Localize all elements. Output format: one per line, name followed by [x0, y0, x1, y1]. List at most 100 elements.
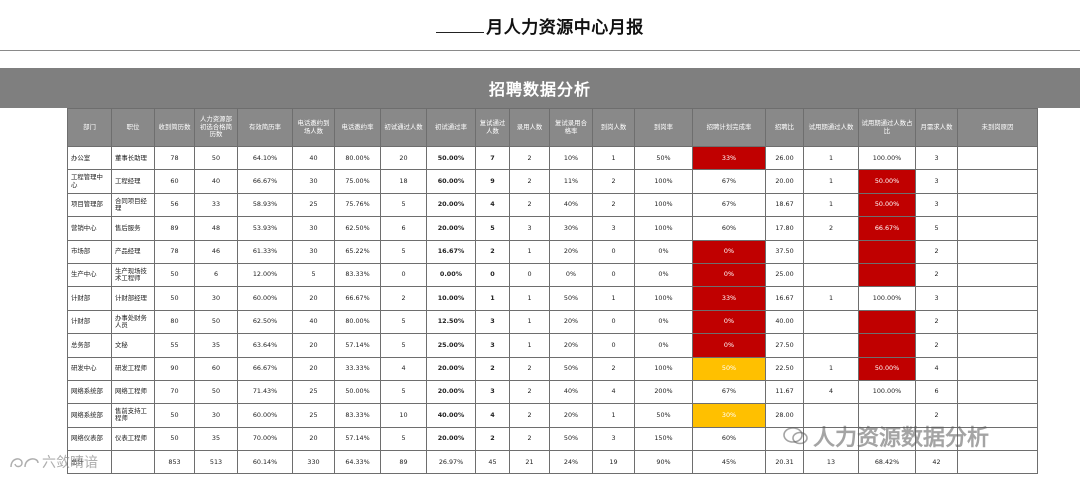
table-cell: 25 [292, 192, 335, 218]
table-cell: 33% [692, 286, 766, 311]
table-cell: 4 [380, 356, 427, 381]
table-cell: 2 [915, 309, 958, 335]
table-cell: 5 [915, 216, 958, 241]
table-row: 市场部 产品经理 78 46 61.33% 30 65.22% 5 16.67% 2 1 20% 0 0%… [67, 239, 1038, 264]
table-cell: 17.80 [765, 216, 804, 241]
table-cell: 生产中心 [67, 262, 112, 288]
table-cell: 63.64% [237, 333, 293, 358]
table-cell: 5 [380, 379, 427, 405]
column-header: 到岗率 [634, 108, 693, 147]
table-cell: 12.50% [426, 309, 476, 335]
table-cell: 50% [634, 403, 693, 428]
table-cell [858, 309, 916, 335]
table-cell [957, 262, 1038, 288]
table-cell: 90 [154, 356, 195, 381]
table-cell: 33 [194, 192, 238, 218]
table-cell: 80 [154, 309, 195, 335]
table-cell: 64.33% [334, 450, 381, 475]
column-header: 月需求人数 [915, 108, 958, 147]
table-cell: 30% [549, 216, 593, 241]
table-cell [803, 262, 859, 288]
table-cell: 20 [380, 145, 427, 171]
table-cell: 100% [634, 169, 693, 194]
table-cell: 2 [915, 333, 958, 358]
table-cell: 33% [692, 145, 766, 171]
table-row: 计财部 办事处财务人员 80 50 62.50% 40 80.00% 5 12.50% 3 1 20%… [67, 309, 1038, 335]
table-cell [858, 403, 916, 428]
table-cell: 58.93% [237, 192, 293, 218]
table-cell: 3 [475, 379, 510, 405]
table-cell: 10 [380, 403, 427, 428]
table-cell: 330 [292, 450, 335, 475]
table-cell: 2 [915, 403, 958, 428]
table-cell: 网络系统部 [67, 379, 112, 405]
table-cell: 50 [194, 379, 238, 405]
table-cell [957, 379, 1038, 405]
table-cell: 2 [915, 239, 958, 264]
table-cell [957, 169, 1038, 194]
table-cell: 4 [475, 403, 510, 428]
column-header: 招聘计划完成率 [692, 108, 766, 147]
column-header: 录用人数 [509, 108, 550, 147]
table-cell: 20.00% [426, 192, 476, 218]
table-cell: 66.67% [858, 216, 916, 241]
table-cell: 60.00% [237, 286, 293, 311]
table-cell: 0 [592, 333, 635, 358]
table-cell: 40% [549, 192, 593, 218]
table-cell: 16.67 [765, 286, 804, 311]
table-cell: 网络仪表部 [67, 426, 112, 452]
table-cell: 20.00 [765, 169, 804, 194]
table-cell: 计财部 [67, 309, 112, 335]
table-cell: 16.67% [426, 239, 476, 264]
table-cell: 3 [592, 426, 635, 452]
table-cell: 100.00% [858, 286, 916, 311]
table-cell: 64.10% [237, 145, 293, 171]
table-cell: 1 [803, 192, 859, 218]
title-blank-line [436, 18, 485, 33]
table-cell: 60.00% [237, 403, 293, 428]
table-cell: 2 [803, 216, 859, 241]
table-cell: 5 [475, 216, 510, 241]
table-cell: 20% [549, 333, 593, 358]
table-cell: 2 [915, 262, 958, 288]
table-cell: 计财部经理 [111, 286, 155, 311]
table-cell: 0% [634, 239, 693, 264]
table-cell: 项目管理部 [67, 192, 112, 218]
table-cell: 50 [154, 286, 195, 311]
column-header: 初试通过人数 [380, 108, 427, 147]
table-cell: 0 [592, 239, 635, 264]
table-cell [957, 216, 1038, 241]
table-cell [957, 145, 1038, 171]
table-cell: 80.00% [334, 309, 381, 335]
table-cell: 3 [915, 169, 958, 194]
table-cell: 60 [194, 356, 238, 381]
table-cell [858, 333, 916, 358]
table-cell: 89 [380, 450, 427, 475]
table-cell: 13 [803, 450, 859, 475]
table-cell: 90% [634, 450, 693, 475]
table-cell: 10.00% [426, 286, 476, 311]
table-cell: 办公室 [67, 145, 112, 171]
table-cell: 200% [634, 379, 693, 405]
table-cell: 计财部 [67, 286, 112, 311]
table-cell: 4 [803, 379, 859, 405]
table-cell: 0 [380, 262, 427, 288]
logo-icon [8, 453, 42, 471]
table-header-row: 部门 职位 收到简历数 人力资源部初选合格简历数 有效简历率 电话邀约到场人数 电话邀约率初… [67, 108, 1038, 147]
column-header: 未到岗原因 [957, 108, 1038, 147]
table-cell: 5 [380, 192, 427, 218]
table-cell: 853 [154, 450, 195, 475]
table-cell [957, 356, 1038, 381]
column-header: 初试通过率 [426, 108, 476, 147]
table-cell: 50% [549, 356, 593, 381]
table-cell: 30 [194, 403, 238, 428]
table-cell: 40 [292, 145, 335, 171]
table-cell: 6 [915, 379, 958, 405]
table-cell: 150% [634, 426, 693, 452]
column-header: 复试录用合格率 [549, 108, 593, 147]
table-cell: 2 [475, 356, 510, 381]
table-cell: 生产现场技术工程师 [111, 262, 155, 288]
table-cell: 24% [549, 450, 593, 475]
table-cell: 2 [509, 426, 550, 452]
table-cell: 71.43% [237, 379, 293, 405]
